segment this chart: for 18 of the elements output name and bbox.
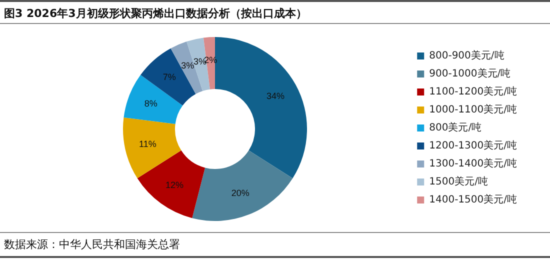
data-label: 7% xyxy=(162,72,176,82)
data-label: 3% xyxy=(181,60,194,71)
legend-label: 1500美元/吨 xyxy=(429,176,488,188)
legend-label: 1300-1400美元/吨 xyxy=(429,158,518,170)
legend-label: 1200-1300美元/吨 xyxy=(429,140,518,152)
chart-title: 图3 2026年3月初级形状聚丙烯出口数据分析（按出口成本） xyxy=(0,0,550,24)
data-label: 20% xyxy=(231,188,250,198)
legend-label: 900-1000美元/吨 xyxy=(429,68,511,80)
legend-label: 800美元/吨 xyxy=(429,122,482,134)
legend-label: 1000-1100美元/吨 xyxy=(429,104,518,116)
source-note: 数据来源：中华人民共和国海关总署 xyxy=(0,232,550,258)
legend-label: 1400-1500美元/吨 xyxy=(429,194,518,206)
data-label: 34% xyxy=(266,90,284,101)
data-label: 11% xyxy=(138,139,156,150)
legend-label: 1100-1200美元/吨 xyxy=(429,86,518,98)
legend-label: 800-900美元/吨 xyxy=(429,50,504,62)
data-label: 8% xyxy=(144,98,158,109)
data-label: 12% xyxy=(165,180,184,190)
